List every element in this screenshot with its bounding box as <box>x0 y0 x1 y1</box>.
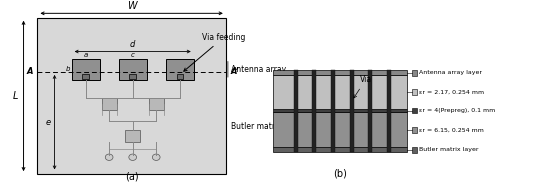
Bar <box>273 147 407 152</box>
Bar <box>149 98 164 110</box>
Bar <box>273 109 407 112</box>
Bar <box>294 70 297 152</box>
Text: (a): (a) <box>125 171 139 181</box>
Bar <box>129 74 136 79</box>
Text: L: L <box>12 91 18 101</box>
Bar <box>412 147 417 153</box>
Bar <box>412 89 417 95</box>
Text: W: W <box>127 1 136 11</box>
Bar <box>412 70 417 76</box>
Text: Antenna array: Antenna array <box>231 65 286 74</box>
Bar <box>273 70 407 75</box>
Bar <box>72 59 100 80</box>
Bar <box>82 74 89 79</box>
Circle shape <box>105 154 113 160</box>
Text: A’: A’ <box>230 68 239 76</box>
Text: (b): (b) <box>333 169 347 179</box>
Bar <box>102 98 117 110</box>
Text: εr = 4(Prepreg), 0.1 mm: εr = 4(Prepreg), 0.1 mm <box>419 108 496 113</box>
Text: c: c <box>131 52 135 58</box>
Bar <box>312 70 316 152</box>
Bar <box>350 70 354 152</box>
Circle shape <box>129 154 136 160</box>
Bar <box>166 59 194 80</box>
Text: A: A <box>27 68 33 76</box>
Bar <box>331 70 335 152</box>
Text: εr = 2.17, 0.254 mm: εr = 2.17, 0.254 mm <box>419 90 485 95</box>
Bar <box>37 18 226 174</box>
Text: b: b <box>66 66 71 72</box>
Bar <box>125 130 140 142</box>
Bar <box>273 112 407 147</box>
Text: Via feeding: Via feeding <box>184 33 246 71</box>
Text: d: d <box>130 40 135 49</box>
Text: Via: Via <box>354 75 372 98</box>
Bar <box>412 108 417 113</box>
Bar <box>412 127 417 132</box>
Circle shape <box>152 154 160 160</box>
Text: Butler matrix: Butler matrix <box>231 122 282 131</box>
Bar <box>273 75 407 109</box>
Bar <box>387 70 391 152</box>
Text: εr = 6.15, 0.254 mm: εr = 6.15, 0.254 mm <box>419 127 484 132</box>
Bar <box>119 59 147 80</box>
Text: e: e <box>45 118 50 127</box>
Text: Antenna array layer: Antenna array layer <box>419 70 483 75</box>
Text: Butler matrix layer: Butler matrix layer <box>419 147 479 152</box>
Bar <box>369 70 372 152</box>
Bar <box>177 74 183 79</box>
Text: a: a <box>83 52 88 58</box>
